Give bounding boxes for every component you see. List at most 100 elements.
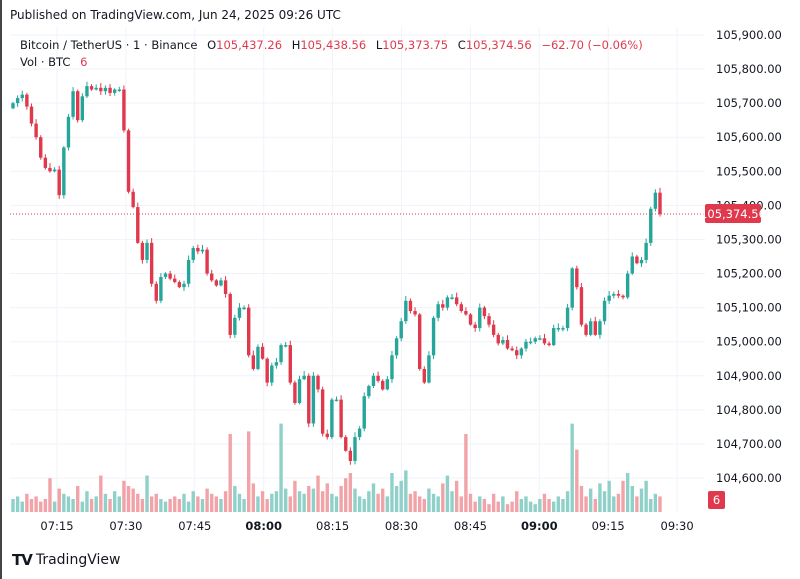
candle[interactable] — [491, 320, 496, 338]
candle[interactable] — [265, 357, 269, 387]
candle[interactable] — [293, 380, 297, 405]
candle[interactable] — [168, 270, 172, 281]
candle[interactable] — [219, 277, 223, 287]
candle[interactable] — [182, 280, 186, 291]
candle[interactable] — [621, 294, 625, 300]
candle[interactable] — [635, 254, 639, 265]
candle[interactable] — [320, 386, 325, 437]
candle[interactable] — [598, 319, 602, 339]
candle[interactable] — [242, 305, 246, 311]
candle[interactable] — [348, 447, 353, 465]
candle[interactable] — [459, 301, 463, 313]
candle[interactable] — [186, 255, 191, 288]
candle[interactable] — [237, 303, 242, 321]
candle[interactable] — [205, 247, 209, 276]
candle[interactable] — [422, 366, 427, 384]
candle[interactable] — [385, 376, 390, 391]
candle[interactable] — [256, 344, 260, 371]
candle[interactable] — [283, 342, 288, 348]
candle[interactable] — [103, 85, 108, 95]
candle[interactable] — [29, 103, 34, 127]
candle[interactable] — [427, 351, 431, 384]
candle[interactable] — [302, 370, 306, 381]
candle[interactable] — [177, 280, 182, 289]
candle[interactable] — [251, 350, 256, 371]
candle[interactable] — [625, 270, 630, 300]
candle[interactable] — [390, 350, 394, 383]
candle[interactable] — [126, 128, 131, 194]
candle[interactable] — [48, 163, 52, 173]
candle[interactable] — [279, 343, 283, 365]
candle[interactable] — [191, 245, 195, 263]
candle[interactable] — [371, 373, 376, 389]
candle[interactable] — [85, 81, 89, 99]
candle[interactable] — [588, 318, 593, 337]
candle[interactable] — [482, 305, 487, 320]
candle[interactable] — [274, 358, 279, 369]
price-axis[interactable]: 105,900.00 105,800.00 105,700.00 105,600.00… — [716, 28, 782, 485]
candle[interactable] — [94, 84, 98, 91]
candle[interactable] — [122, 85, 126, 133]
candle[interactable] — [464, 307, 468, 316]
candle[interactable] — [542, 333, 547, 346]
candle[interactable] — [653, 189, 658, 212]
candle[interactable] — [394, 336, 399, 359]
candle[interactable] — [436, 301, 440, 322]
candle[interactable] — [76, 89, 80, 123]
candle[interactable] — [404, 296, 408, 324]
candle[interactable] — [339, 395, 343, 439]
candle[interactable] — [552, 324, 556, 347]
candle[interactable] — [473, 321, 477, 332]
candle[interactable] — [612, 291, 616, 299]
candle[interactable] — [149, 238, 154, 287]
candle[interactable] — [362, 392, 366, 432]
candle[interactable] — [62, 146, 66, 199]
candle[interactable] — [533, 336, 537, 345]
candle[interactable] — [34, 119, 38, 140]
candle[interactable] — [154, 281, 158, 304]
candle[interactable] — [89, 84, 94, 91]
candle[interactable] — [307, 373, 311, 428]
candle[interactable] — [288, 340, 292, 385]
candle[interactable] — [66, 114, 71, 151]
candle[interactable] — [311, 372, 316, 427]
candle[interactable] — [357, 426, 362, 441]
candle[interactable] — [173, 274, 177, 284]
candle[interactable] — [561, 325, 565, 332]
candle[interactable] — [468, 313, 473, 326]
candle[interactable] — [413, 307, 417, 317]
tradingview-logo[interactable]: TV TradingView — [12, 551, 120, 569]
candle[interactable] — [159, 273, 163, 304]
candle[interactable] — [344, 435, 348, 452]
candle[interactable] — [108, 84, 112, 96]
candle[interactable] — [246, 304, 251, 358]
candle[interactable] — [478, 303, 482, 332]
candle[interactable] — [431, 316, 436, 360]
candle[interactable] — [575, 265, 579, 290]
candle[interactable] — [200, 244, 205, 254]
candle[interactable] — [52, 167, 57, 173]
candle[interactable] — [43, 154, 48, 170]
candle[interactable] — [223, 276, 228, 298]
candle[interactable] — [528, 337, 533, 345]
candle[interactable] — [602, 297, 607, 325]
candle[interactable] — [579, 283, 584, 327]
candle[interactable] — [131, 188, 135, 209]
candle[interactable] — [117, 86, 121, 92]
candle[interactable] — [334, 396, 339, 402]
candle[interactable] — [524, 338, 528, 352]
candle[interactable] — [367, 384, 371, 399]
candle[interactable] — [11, 101, 15, 110]
symbol-name[interactable]: Bitcoin / TetherUS · 1 · Binance — [20, 38, 198, 52]
candle[interactable] — [547, 341, 551, 347]
candle[interactable] — [417, 313, 422, 371]
candle[interactable] — [538, 335, 542, 341]
candle[interactable] — [99, 83, 103, 95]
candle[interactable] — [145, 239, 149, 264]
candle[interactable] — [140, 240, 145, 264]
candle[interactable] — [353, 432, 357, 465]
candle[interactable] — [196, 244, 200, 255]
candle[interactable] — [15, 95, 20, 107]
candle[interactable] — [39, 135, 43, 160]
